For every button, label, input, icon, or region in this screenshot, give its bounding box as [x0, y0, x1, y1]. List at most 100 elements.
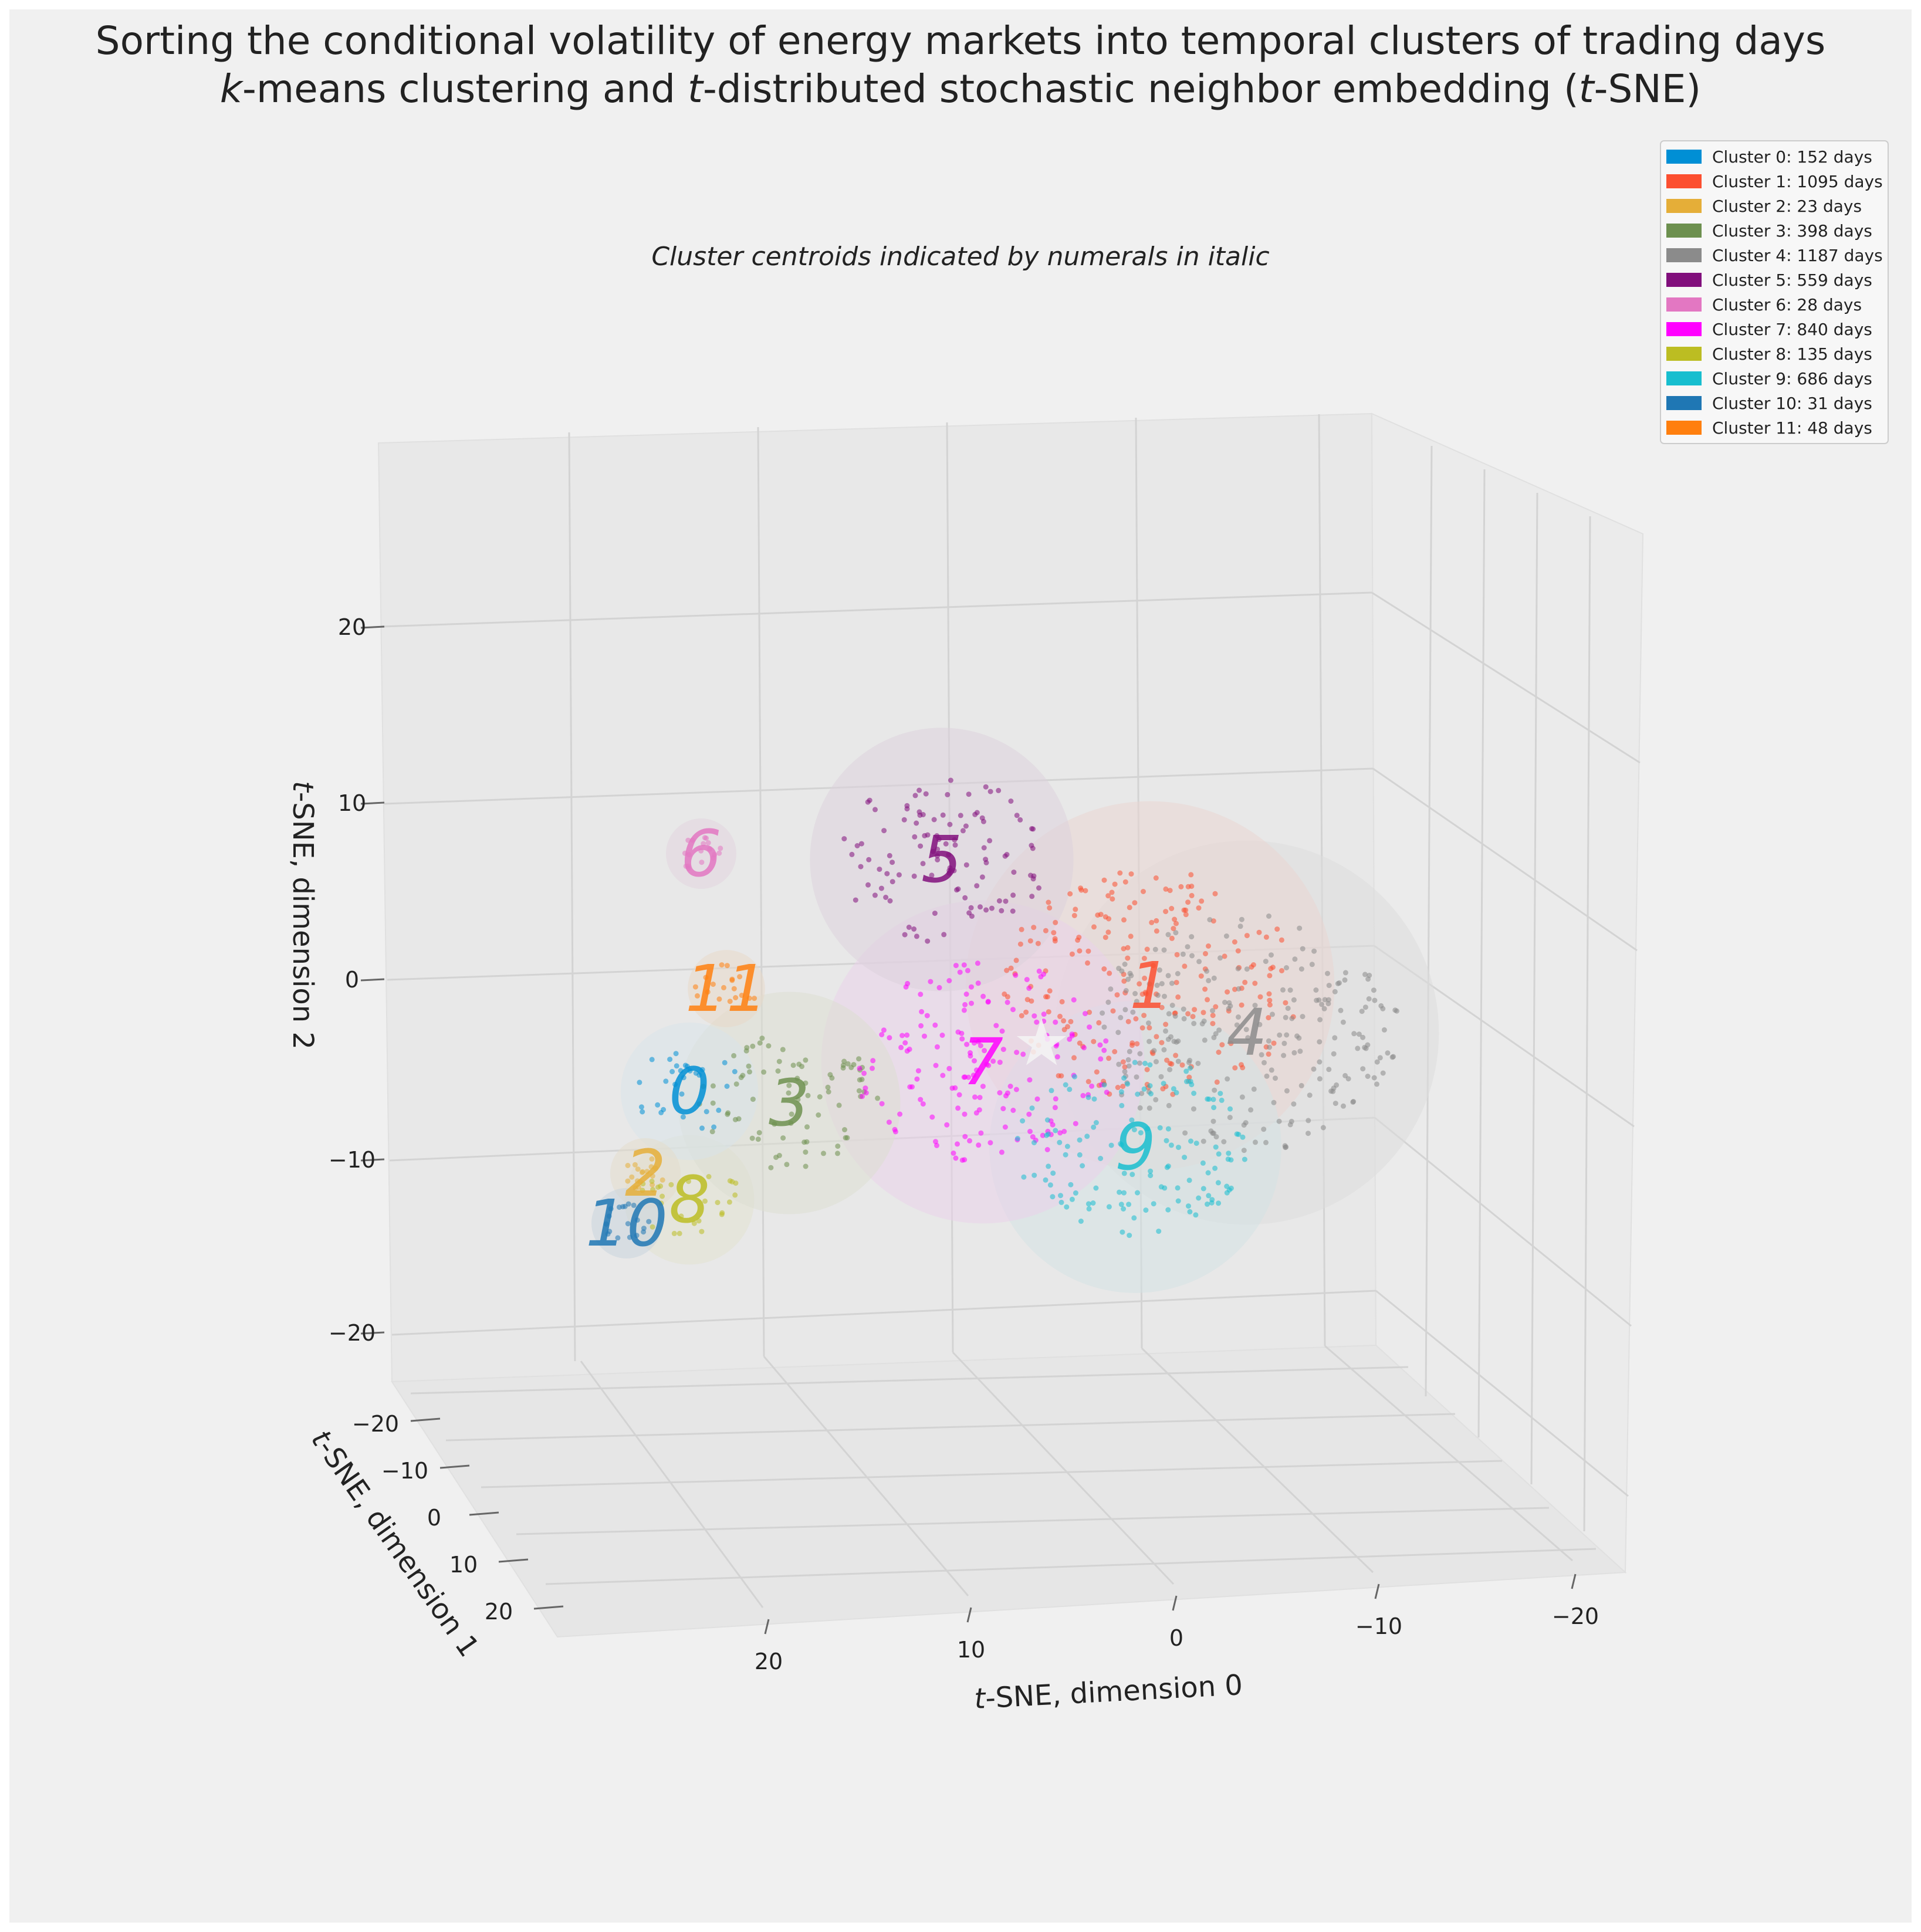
- cluster-9-point: [1210, 1097, 1216, 1102]
- cluster-5-point: [865, 799, 871, 805]
- cluster-1-point: [1061, 1018, 1067, 1024]
- cluster-4-point: [1182, 1130, 1188, 1136]
- cluster-4-point: [1330, 1088, 1336, 1094]
- cluster-4-point: [1338, 1007, 1344, 1013]
- cluster-6-point: [682, 850, 688, 856]
- gridline-side: [1372, 767, 1638, 952]
- cluster-9-point: [1240, 1134, 1246, 1140]
- cluster-4-point: [1263, 1139, 1269, 1145]
- cluster-4-point: [1296, 1035, 1302, 1041]
- cluster-7-point: [965, 967, 970, 973]
- cluster-1-point: [1196, 905, 1202, 911]
- cluster-3-point: [755, 1136, 761, 1142]
- cluster-1-point: [1047, 988, 1053, 994]
- cluster-7-point: [1027, 1077, 1033, 1083]
- cluster-1-point: [1167, 888, 1173, 894]
- cluster-5-point: [911, 873, 917, 879]
- cluster-9-point: [1069, 1196, 1075, 1202]
- cluster-1-point: [1052, 936, 1058, 942]
- cluster-4-point: [1200, 1138, 1206, 1144]
- cluster-1-point: [1071, 913, 1077, 918]
- cluster-9-point: [1078, 1219, 1084, 1224]
- cluster-1-point: [1121, 946, 1127, 952]
- cluster-9-point: [1157, 1125, 1163, 1131]
- cluster-1-point: [1019, 926, 1024, 932]
- cluster-3-point: [766, 1043, 772, 1049]
- cluster-1-point: [1107, 970, 1112, 976]
- cluster-4-point: [1291, 1050, 1297, 1055]
- cluster-0-point: [649, 1057, 655, 1063]
- cluster-1-point: [1043, 928, 1049, 933]
- y-tick-mark: [439, 1464, 470, 1469]
- cluster-2-point: [660, 1177, 665, 1183]
- cluster-1-point: [1128, 871, 1134, 877]
- cluster-7-point: [959, 1030, 965, 1036]
- cluster-sphere-0: [620, 1022, 759, 1160]
- cluster-4-point: [1165, 932, 1171, 938]
- cluster-4-point: [1392, 1007, 1398, 1013]
- cluster-5-point: [960, 828, 966, 834]
- cluster-10-point: [617, 1204, 622, 1210]
- cluster-5-point: [963, 823, 969, 829]
- cluster-0-point: [722, 1060, 728, 1065]
- cluster-9-point: [1216, 1151, 1222, 1157]
- cluster-9-point: [1129, 1172, 1135, 1178]
- cluster-1-point: [1228, 1041, 1234, 1046]
- cluster-3-point: [845, 1061, 851, 1067]
- cluster-7-point: [881, 1027, 887, 1033]
- cluster-1-point: [1164, 1057, 1170, 1063]
- cluster-9-point: [1072, 1074, 1077, 1080]
- cluster-7-point: [940, 1072, 946, 1078]
- z-tick-label: −20: [329, 1320, 376, 1346]
- gridline-floor: [1324, 1345, 1573, 1562]
- cluster-1-point: [1077, 948, 1083, 954]
- cluster-4-point: [1269, 1067, 1274, 1073]
- legend-swatch-6: [1666, 297, 1702, 312]
- cluster-9-point: [1068, 1182, 1074, 1187]
- cluster-1-point: [1091, 1038, 1097, 1044]
- cluster-4-point: [1245, 1035, 1251, 1041]
- cluster-1-point: [1216, 1050, 1222, 1055]
- cluster-4-point: [1281, 1040, 1287, 1046]
- cluster-9-point: [1200, 1160, 1206, 1166]
- cluster-7-point: [1031, 1013, 1037, 1019]
- cluster-4-point: [1226, 1000, 1232, 1006]
- cluster-5-point: [981, 845, 987, 851]
- legend-label-10: Cluster 10: 31 days: [1712, 394, 1872, 413]
- cluster-1-point: [1283, 1000, 1288, 1006]
- cluster-7-point: [997, 1060, 1003, 1065]
- cluster-1-point: [1266, 1051, 1271, 1057]
- cluster-1-point: [1222, 953, 1227, 959]
- cluster-8-point: [658, 1200, 664, 1206]
- cluster-1-point: [1159, 1004, 1165, 1010]
- cluster-1-point: [1019, 1013, 1024, 1019]
- cluster-1-point: [1105, 893, 1111, 899]
- cluster-5-point: [987, 789, 993, 794]
- cluster-9-point: [1090, 1200, 1096, 1206]
- cluster-9-point: [1117, 1189, 1122, 1195]
- cluster-5-point: [901, 817, 907, 823]
- cluster-5-point: [935, 847, 941, 852]
- cluster-4-point: [1155, 992, 1161, 998]
- cluster-9-point: [1148, 1168, 1154, 1174]
- cluster-2-point: [625, 1163, 631, 1168]
- cluster-1-point: [1185, 1011, 1191, 1017]
- cluster-4-point: [1316, 997, 1322, 1003]
- cluster-5-point: [872, 892, 878, 898]
- cluster-7-point: [999, 1028, 1005, 1034]
- cluster-5-point: [1003, 898, 1009, 904]
- cluster-7-point: [1007, 1084, 1013, 1089]
- cluster-4-point: [1161, 1047, 1167, 1053]
- cluster-7-point: [1000, 1106, 1006, 1112]
- cluster-5-point: [923, 791, 929, 797]
- cluster-3-point: [761, 1069, 767, 1075]
- cluster-1-point: [1150, 963, 1156, 969]
- cluster-1-point: [1030, 1049, 1036, 1055]
- cluster-7-point: [1097, 1042, 1103, 1048]
- cluster-5-point: [974, 883, 980, 889]
- cluster-4-point: [1165, 973, 1171, 979]
- cluster-4-point: [1189, 934, 1195, 940]
- cluster-9-point: [1135, 1190, 1140, 1196]
- cluster-9-point: [1093, 1120, 1099, 1125]
- cluster-3-point: [803, 1080, 809, 1086]
